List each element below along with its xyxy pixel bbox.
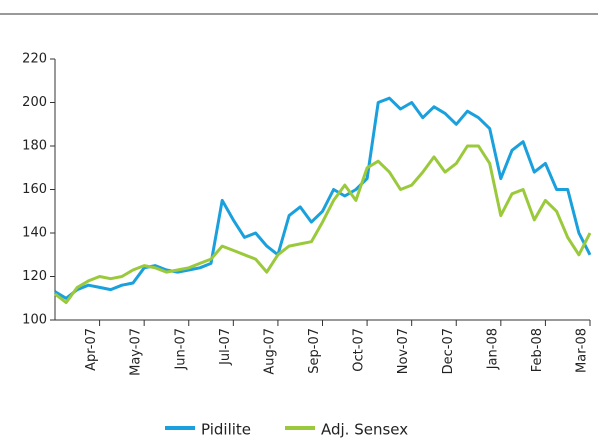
x-tick-label: Jan-08 xyxy=(485,328,500,370)
x-tick-label: Mar-08 xyxy=(575,328,590,373)
x-tick-label: Oct-07 xyxy=(352,328,367,372)
x-tick-label: Dec-07 xyxy=(441,328,456,374)
x-tick-label: Jul-07 xyxy=(218,328,233,366)
series-line xyxy=(54,96,592,300)
x-tick-label: May-07 xyxy=(129,328,144,376)
x-tick-label: Sep-07 xyxy=(307,328,322,374)
y-tick-label: 120 xyxy=(22,269,47,284)
y-tick-label: 100 xyxy=(22,313,47,328)
legend-label: Adj. Sensex xyxy=(321,421,408,439)
x-tick-label: Jun-07 xyxy=(173,328,188,371)
x-tick-label: Nov-07 xyxy=(396,328,411,374)
series-line xyxy=(54,144,592,305)
x-tick-label: Feb-08 xyxy=(530,328,545,372)
y-tick-label: 160 xyxy=(22,182,47,197)
x-tick-label: Apr-07 xyxy=(84,328,99,371)
y-tick-label: 220 xyxy=(22,52,47,67)
legend-label: Pidilite xyxy=(201,421,251,439)
y-tick-label: 200 xyxy=(22,95,47,110)
y-tick-label: 180 xyxy=(22,139,47,154)
x-tick-label: Aug-07 xyxy=(262,328,277,375)
y-tick-label: 140 xyxy=(22,226,47,241)
